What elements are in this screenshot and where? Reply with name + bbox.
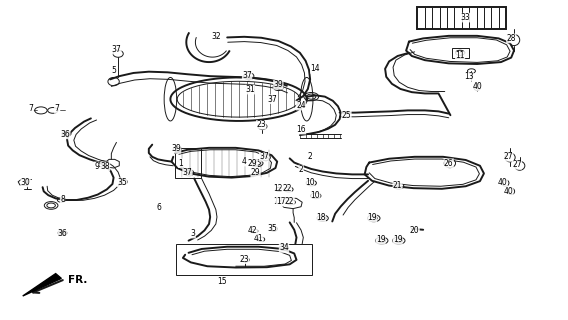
- Text: 15: 15: [217, 277, 226, 286]
- Bar: [175, 148, 201, 178]
- Text: 10: 10: [311, 191, 320, 200]
- Text: 37: 37: [268, 95, 278, 104]
- Text: 10: 10: [305, 178, 314, 187]
- Text: 11: 11: [456, 52, 465, 60]
- Text: 3: 3: [191, 229, 195, 238]
- Text: 32: 32: [211, 32, 220, 41]
- Text: 23: 23: [257, 120, 266, 129]
- Text: 7: 7: [55, 104, 59, 113]
- Text: 29: 29: [251, 168, 260, 177]
- Text: FR.: FR.: [68, 275, 87, 285]
- Text: 7: 7: [29, 104, 34, 113]
- Text: 22: 22: [282, 184, 291, 193]
- Text: 20: 20: [410, 226, 419, 235]
- Text: 1: 1: [178, 159, 183, 168]
- Text: 16: 16: [296, 125, 306, 134]
- Text: 40: 40: [472, 82, 482, 91]
- Text: 17: 17: [277, 197, 286, 206]
- Text: 37: 37: [182, 168, 193, 177]
- Text: 28: 28: [507, 34, 516, 43]
- Text: 22: 22: [285, 197, 294, 206]
- Text: 13: 13: [464, 72, 473, 81]
- Text: 19: 19: [367, 213, 377, 222]
- Bar: [417, 7, 506, 29]
- Text: 30: 30: [20, 178, 31, 187]
- Text: 4: 4: [242, 157, 247, 166]
- Text: 34: 34: [279, 244, 289, 252]
- Text: 9: 9: [94, 162, 99, 171]
- Bar: [176, 244, 312, 275]
- Text: 39: 39: [171, 144, 181, 153]
- Text: 38: 38: [101, 162, 110, 171]
- Text: 36: 36: [60, 130, 70, 139]
- Text: 37: 37: [242, 71, 252, 80]
- Text: 33: 33: [461, 13, 471, 22]
- Text: 35: 35: [117, 178, 127, 187]
- Text: 18: 18: [316, 213, 325, 222]
- Text: 37: 37: [111, 45, 122, 54]
- Text: 8: 8: [60, 196, 65, 204]
- Text: 12: 12: [274, 197, 283, 206]
- Text: 12: 12: [274, 184, 283, 193]
- Text: 35: 35: [268, 224, 278, 233]
- Text: 31: 31: [245, 85, 254, 94]
- Text: 19: 19: [376, 236, 385, 244]
- Text: 6: 6: [157, 204, 161, 212]
- Text: 39: 39: [273, 80, 283, 89]
- Text: 14: 14: [311, 64, 320, 73]
- Text: 19: 19: [393, 236, 402, 244]
- Bar: [452, 48, 469, 58]
- Text: 27: 27: [504, 152, 513, 161]
- Text: 2: 2: [299, 165, 303, 174]
- Text: 40: 40: [503, 188, 513, 196]
- Text: 41: 41: [254, 234, 263, 243]
- Text: 29: 29: [248, 159, 257, 168]
- Text: 5: 5: [111, 66, 116, 75]
- Text: 2: 2: [307, 152, 312, 161]
- Text: 25: 25: [342, 111, 351, 120]
- Text: 21: 21: [393, 181, 402, 190]
- Text: 40: 40: [498, 178, 508, 187]
- Text: 26: 26: [444, 159, 453, 168]
- Polygon shape: [23, 274, 61, 296]
- Text: 37: 37: [259, 152, 269, 161]
- Text: 23: 23: [240, 255, 249, 264]
- Text: 24: 24: [296, 101, 306, 110]
- Text: 36: 36: [57, 229, 68, 238]
- Text: 27: 27: [512, 160, 521, 169]
- Text: 42: 42: [248, 226, 257, 235]
